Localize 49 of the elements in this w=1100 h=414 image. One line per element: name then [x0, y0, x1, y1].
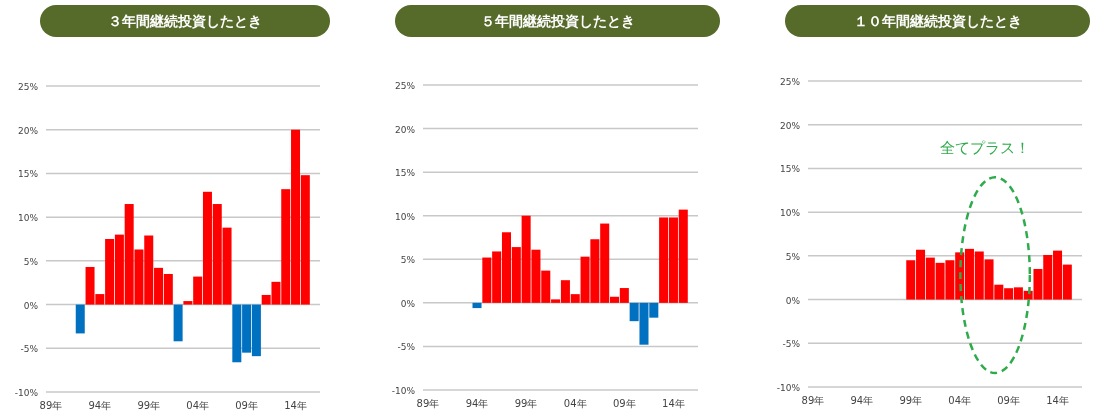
bar	[173, 304, 183, 342]
y-tick-label: 15%	[779, 164, 801, 175]
x-tick-label: 99年	[514, 398, 538, 409]
x-tick-label: 14年	[284, 400, 307, 411]
y-tick-label: 15%	[394, 168, 416, 179]
y-tick-label: 5%	[785, 251, 801, 262]
y-tick-label: -10%	[14, 388, 39, 398]
y-tick-label: 20%	[779, 120, 801, 131]
x-tick-label: 94年	[88, 400, 112, 411]
y-tick-label: 5%	[400, 255, 416, 266]
x-tick-label: 99年	[137, 400, 161, 411]
x-tick-label: 94年	[850, 395, 874, 406]
bar	[75, 304, 85, 334]
y-tick-label: 20%	[394, 124, 416, 135]
y-tick-label: 25%	[394, 81, 416, 91]
x-tick-label: 09年	[997, 395, 1020, 406]
x-tick-label: 99年	[899, 395, 923, 406]
y-tick-label: 15%	[17, 169, 39, 180]
x-tick-label: 04年	[563, 398, 587, 409]
x-tick-label: 89年	[39, 400, 63, 411]
y-tick-label: 10%	[394, 211, 416, 222]
y-tick-label: 25%	[779, 77, 801, 87]
x-tick-label: 09年	[235, 400, 258, 411]
y-tick-label: 5%	[23, 256, 39, 267]
y-tick-label: 10%	[17, 213, 39, 224]
y-tick-label: -5%	[20, 344, 39, 355]
y-tick-label: 10%	[779, 208, 801, 219]
y-tick-label: -5%	[782, 339, 801, 350]
y-tick-label: -10%	[776, 383, 801, 393]
x-tick-label: 89年	[416, 398, 440, 409]
x-tick-label: 89年	[801, 395, 825, 406]
y-tick-label: 25%	[17, 82, 39, 92]
y-tick-label: 0%	[23, 300, 39, 311]
y-tick-label: 0%	[400, 298, 416, 309]
annotation: 全てプラス！	[940, 138, 1031, 157]
x-tick-label: 14年	[1046, 395, 1069, 406]
chart-title: ３年間継続投資したとき	[108, 13, 262, 29]
y-tick-label: -10%	[391, 386, 416, 396]
x-tick-label: 09年	[612, 398, 636, 409]
y-tick-label: -5%	[397, 342, 416, 353]
x-tick-label: 14年	[662, 398, 685, 409]
y-tick-label: 0%	[785, 295, 801, 306]
chart-title: ５年間継続投資したとき	[480, 13, 635, 29]
bar	[472, 302, 482, 309]
chart-title: １０年間継続投資したとき	[853, 13, 1022, 29]
x-tick-label: 94年	[465, 398, 489, 409]
x-tick-label: 04年	[948, 395, 972, 406]
y-tick-label: 20%	[17, 125, 39, 136]
x-tick-label: 04年	[186, 400, 210, 411]
